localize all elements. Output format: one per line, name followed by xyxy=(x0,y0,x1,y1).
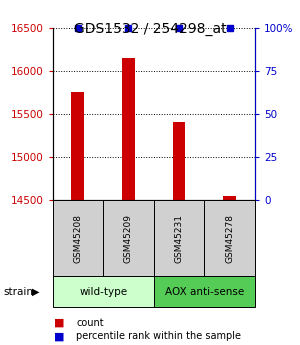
Text: GSM45209: GSM45209 xyxy=(124,214,133,263)
Bar xyxy=(204,200,255,276)
Text: count: count xyxy=(76,318,104,327)
Bar xyxy=(154,200,204,276)
Text: AOX anti-sense: AOX anti-sense xyxy=(165,287,244,296)
Text: ■: ■ xyxy=(54,318,64,327)
Text: strain: strain xyxy=(3,287,33,296)
Text: wild-type: wild-type xyxy=(79,287,127,296)
Text: GSM45231: GSM45231 xyxy=(175,214,184,263)
Bar xyxy=(154,276,255,307)
Text: GDS1532 / 254298_at: GDS1532 / 254298_at xyxy=(74,22,226,37)
Bar xyxy=(122,58,135,200)
Text: ■: ■ xyxy=(54,332,64,341)
Text: ▶: ▶ xyxy=(32,287,39,296)
Text: GSM45208: GSM45208 xyxy=(73,214,82,263)
Bar xyxy=(71,92,84,200)
Bar xyxy=(173,122,185,200)
Bar xyxy=(224,196,236,200)
Bar xyxy=(52,276,154,307)
Bar xyxy=(103,200,154,276)
Text: GSM45278: GSM45278 xyxy=(225,214,234,263)
Bar xyxy=(52,200,103,276)
Text: percentile rank within the sample: percentile rank within the sample xyxy=(76,332,242,341)
